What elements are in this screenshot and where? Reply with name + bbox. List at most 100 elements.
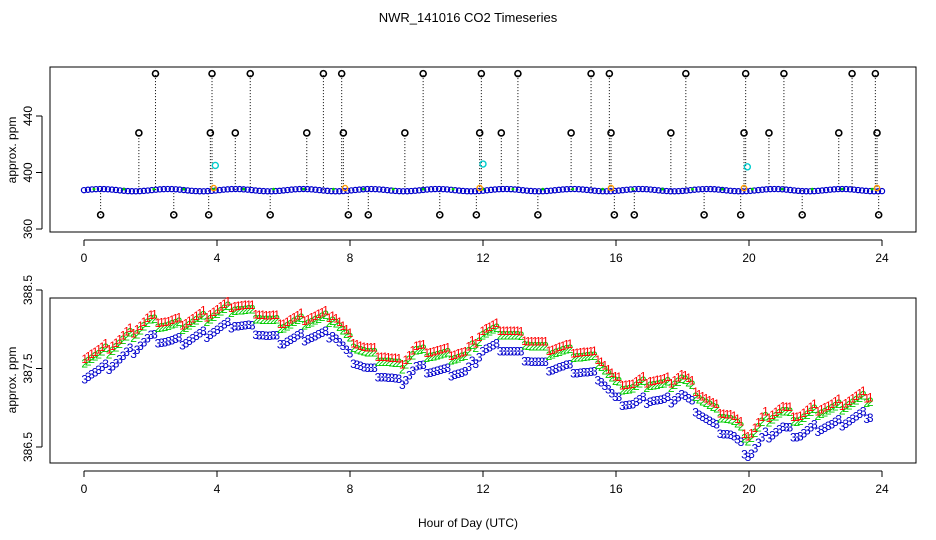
baseline-point bbox=[655, 187, 662, 194]
series-3-label-mark: 3 bbox=[553, 362, 560, 376]
baseline-point bbox=[575, 186, 582, 193]
series-2-label-mark: 2 bbox=[409, 348, 416, 362]
series-3-label-mark: 3 bbox=[521, 354, 528, 368]
baseline-point bbox=[463, 187, 471, 195]
baseline-point bbox=[100, 185, 108, 193]
series-3-label-mark: 3 bbox=[116, 353, 123, 367]
series-2-label-mark: 2 bbox=[238, 303, 245, 317]
mid-outlier-point bbox=[206, 129, 215, 137]
baseline-green-point bbox=[840, 187, 844, 191]
mid-outlier-point bbox=[475, 129, 484, 137]
series-2-label-mark: 2 bbox=[581, 350, 588, 364]
series-1-label-mark: 1 bbox=[755, 416, 762, 430]
series-1-label-mark: 1 bbox=[392, 351, 399, 365]
series-3-label-mark: 3 bbox=[183, 337, 190, 351]
series-2-label-mark: 2 bbox=[668, 381, 675, 395]
series-1-label-mark: 1 bbox=[752, 421, 759, 435]
series-2-label-mark: 2 bbox=[867, 395, 874, 409]
series-1-label-mark: 1 bbox=[787, 400, 794, 414]
high-outlier-point bbox=[682, 69, 690, 78]
series-2-label-mark: 2 bbox=[106, 347, 113, 361]
series-2-label-mark: 2 bbox=[148, 312, 155, 326]
series-2-label-mark: 2 bbox=[172, 316, 179, 330]
series-1-label-mark: 1 bbox=[406, 348, 413, 362]
series-2-label-mark: 2 bbox=[333, 316, 340, 330]
series-3-label-mark: 3 bbox=[357, 359, 364, 373]
high-outlier-point bbox=[605, 69, 614, 78]
baseline-green-point bbox=[661, 187, 664, 191]
baseline-point bbox=[846, 186, 854, 193]
baseline-point bbox=[707, 185, 714, 193]
series-1-label-mark: 1 bbox=[574, 346, 581, 360]
series-2-label-mark: 2 bbox=[472, 341, 479, 355]
series-1-label-mark: 1 bbox=[595, 353, 602, 367]
series-2-label-mark: 2 bbox=[354, 342, 361, 356]
baseline-point bbox=[320, 187, 327, 194]
mid-outlier-point bbox=[740, 129, 748, 137]
series-2-label-mark: 2 bbox=[392, 356, 399, 370]
series-2-label-mark: 2 bbox=[120, 333, 127, 347]
series-2-label-mark: 2 bbox=[298, 311, 305, 325]
series-2-label-mark: 2 bbox=[647, 379, 654, 393]
series-1-label-mark: 1 bbox=[842, 396, 849, 410]
series-3-label-mark: 3 bbox=[427, 366, 434, 380]
orange-point bbox=[607, 184, 615, 192]
high-outlier-point bbox=[514, 69, 522, 78]
baseline-green-point bbox=[152, 187, 156, 191]
series-1-label-mark: 1 bbox=[521, 334, 528, 348]
series-2-label-mark: 2 bbox=[640, 374, 647, 388]
series-3-label-mark: 3 bbox=[385, 371, 392, 385]
series-2-label-mark: 2 bbox=[217, 304, 224, 318]
series-1-label-mark: 1 bbox=[689, 373, 696, 387]
high-outlier-point bbox=[246, 69, 255, 78]
series-3-label-mark: 3 bbox=[333, 332, 340, 346]
series-2-label-mark: 2 bbox=[748, 431, 755, 445]
series-1-label-mark: 1 bbox=[731, 409, 738, 423]
series-3-label-mark: 3 bbox=[619, 399, 626, 413]
series-1-label-mark: 1 bbox=[629, 377, 636, 391]
series-3-label-mark: 3 bbox=[713, 417, 720, 431]
baseline-point bbox=[248, 186, 255, 194]
series-2-label-mark: 2 bbox=[675, 375, 682, 389]
series-3-label-mark: 3 bbox=[514, 344, 521, 358]
series-1-label-mark: 1 bbox=[633, 375, 640, 389]
series-3-label-mark: 3 bbox=[217, 320, 224, 334]
series-1-label-mark: 1 bbox=[371, 341, 378, 355]
series-1-label-mark: 1 bbox=[92, 345, 99, 359]
series-2-label-mark: 2 bbox=[361, 345, 368, 359]
series-1-label-mark: 1 bbox=[259, 308, 266, 322]
series-2-label-mark: 2 bbox=[483, 326, 490, 340]
series-3-label-mark: 3 bbox=[102, 357, 109, 371]
series-3-label-mark: 3 bbox=[622, 399, 629, 413]
series-1-label-mark: 1 bbox=[856, 386, 863, 400]
series-3-label-mark: 3 bbox=[842, 417, 849, 431]
series-3-label-mark: 3 bbox=[399, 378, 406, 392]
series-3-label-mark: 3 bbox=[766, 431, 773, 445]
series-2-label-mark: 2 bbox=[493, 321, 500, 335]
series-1-label-mark: 1 bbox=[375, 350, 382, 364]
series-3-label-mark: 3 bbox=[389, 371, 396, 385]
series-1-label-mark: 1 bbox=[197, 306, 204, 320]
series-2-label-mark: 2 bbox=[825, 404, 832, 418]
baseline-green-point bbox=[361, 187, 365, 191]
series-3-label-mark: 3 bbox=[291, 331, 298, 345]
series-3-label-mark: 3 bbox=[479, 344, 486, 358]
series-3-label-mark: 3 bbox=[518, 345, 525, 359]
baseline-point bbox=[667, 188, 674, 195]
series-1-label-mark: 1 bbox=[563, 338, 570, 352]
series-2-label-mark: 2 bbox=[141, 320, 148, 334]
series-2-label-mark: 2 bbox=[179, 323, 186, 337]
baseline-point bbox=[830, 186, 838, 193]
series-3-label-mark: 3 bbox=[322, 324, 329, 338]
baseline-point bbox=[603, 188, 610, 195]
series-2-label-mark: 2 bbox=[308, 315, 315, 329]
series-2-label-mark: 2 bbox=[846, 399, 853, 413]
series-1-label-mark: 1 bbox=[581, 345, 588, 359]
baseline-point bbox=[164, 185, 171, 193]
baseline-point bbox=[822, 186, 830, 194]
series-2-label-mark: 2 bbox=[598, 360, 605, 374]
series-2-label-mark: 2 bbox=[263, 313, 270, 327]
baseline-green-point bbox=[242, 187, 246, 191]
series-3-label-mark: 3 bbox=[207, 328, 214, 342]
series-3-label-mark: 3 bbox=[797, 430, 804, 444]
